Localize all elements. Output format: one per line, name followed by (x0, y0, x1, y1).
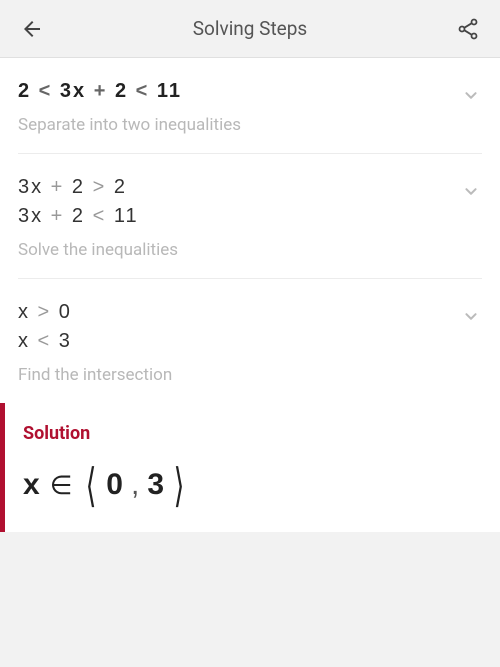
math-expression: x > 0 (18, 301, 482, 324)
share-button[interactable] (454, 15, 482, 43)
back-button[interactable] (18, 15, 46, 43)
math-expression: 3x + 2 > 2 (18, 176, 482, 199)
share-icon (456, 17, 480, 41)
solution-block: Solution x ∈ ⟨ 0 , 3 ⟩ (0, 403, 500, 532)
step-description: Solve the inequalities (18, 240, 482, 260)
steps-content: 2 < 3x + 2 < 11 Separate into two inequa… (0, 58, 500, 532)
step-block: 3x + 2 > 2 3x + 2 < 11 Solve the inequal… (0, 154, 500, 278)
step-block: 2 < 3x + 2 < 11 Separate into two inequa… (0, 58, 500, 153)
app-header: Solving Steps (0, 0, 500, 58)
step-description: Separate into two inequalities (18, 115, 482, 135)
page-title: Solving Steps (46, 17, 454, 40)
math-expression: 3x + 2 < 11 (18, 205, 482, 228)
solution-expression: x ∈ ⟨ 0 , 3 ⟩ (23, 462, 482, 508)
chevron-down-icon (460, 305, 482, 327)
step-block: x > 0 x < 3 Find the intersection (0, 279, 500, 403)
chevron-down-icon (460, 84, 482, 106)
step-description: Find the intersection (18, 365, 482, 385)
expand-step-button[interactable] (460, 305, 482, 331)
math-expression: x < 3 (18, 330, 482, 353)
chevron-down-icon (460, 180, 482, 202)
math-expression: 2 < 3x + 2 < 11 (18, 80, 482, 103)
expand-step-button[interactable] (460, 84, 482, 110)
expand-step-button[interactable] (460, 180, 482, 206)
solution-label: Solution (23, 423, 482, 444)
arrow-left-icon (20, 17, 44, 41)
